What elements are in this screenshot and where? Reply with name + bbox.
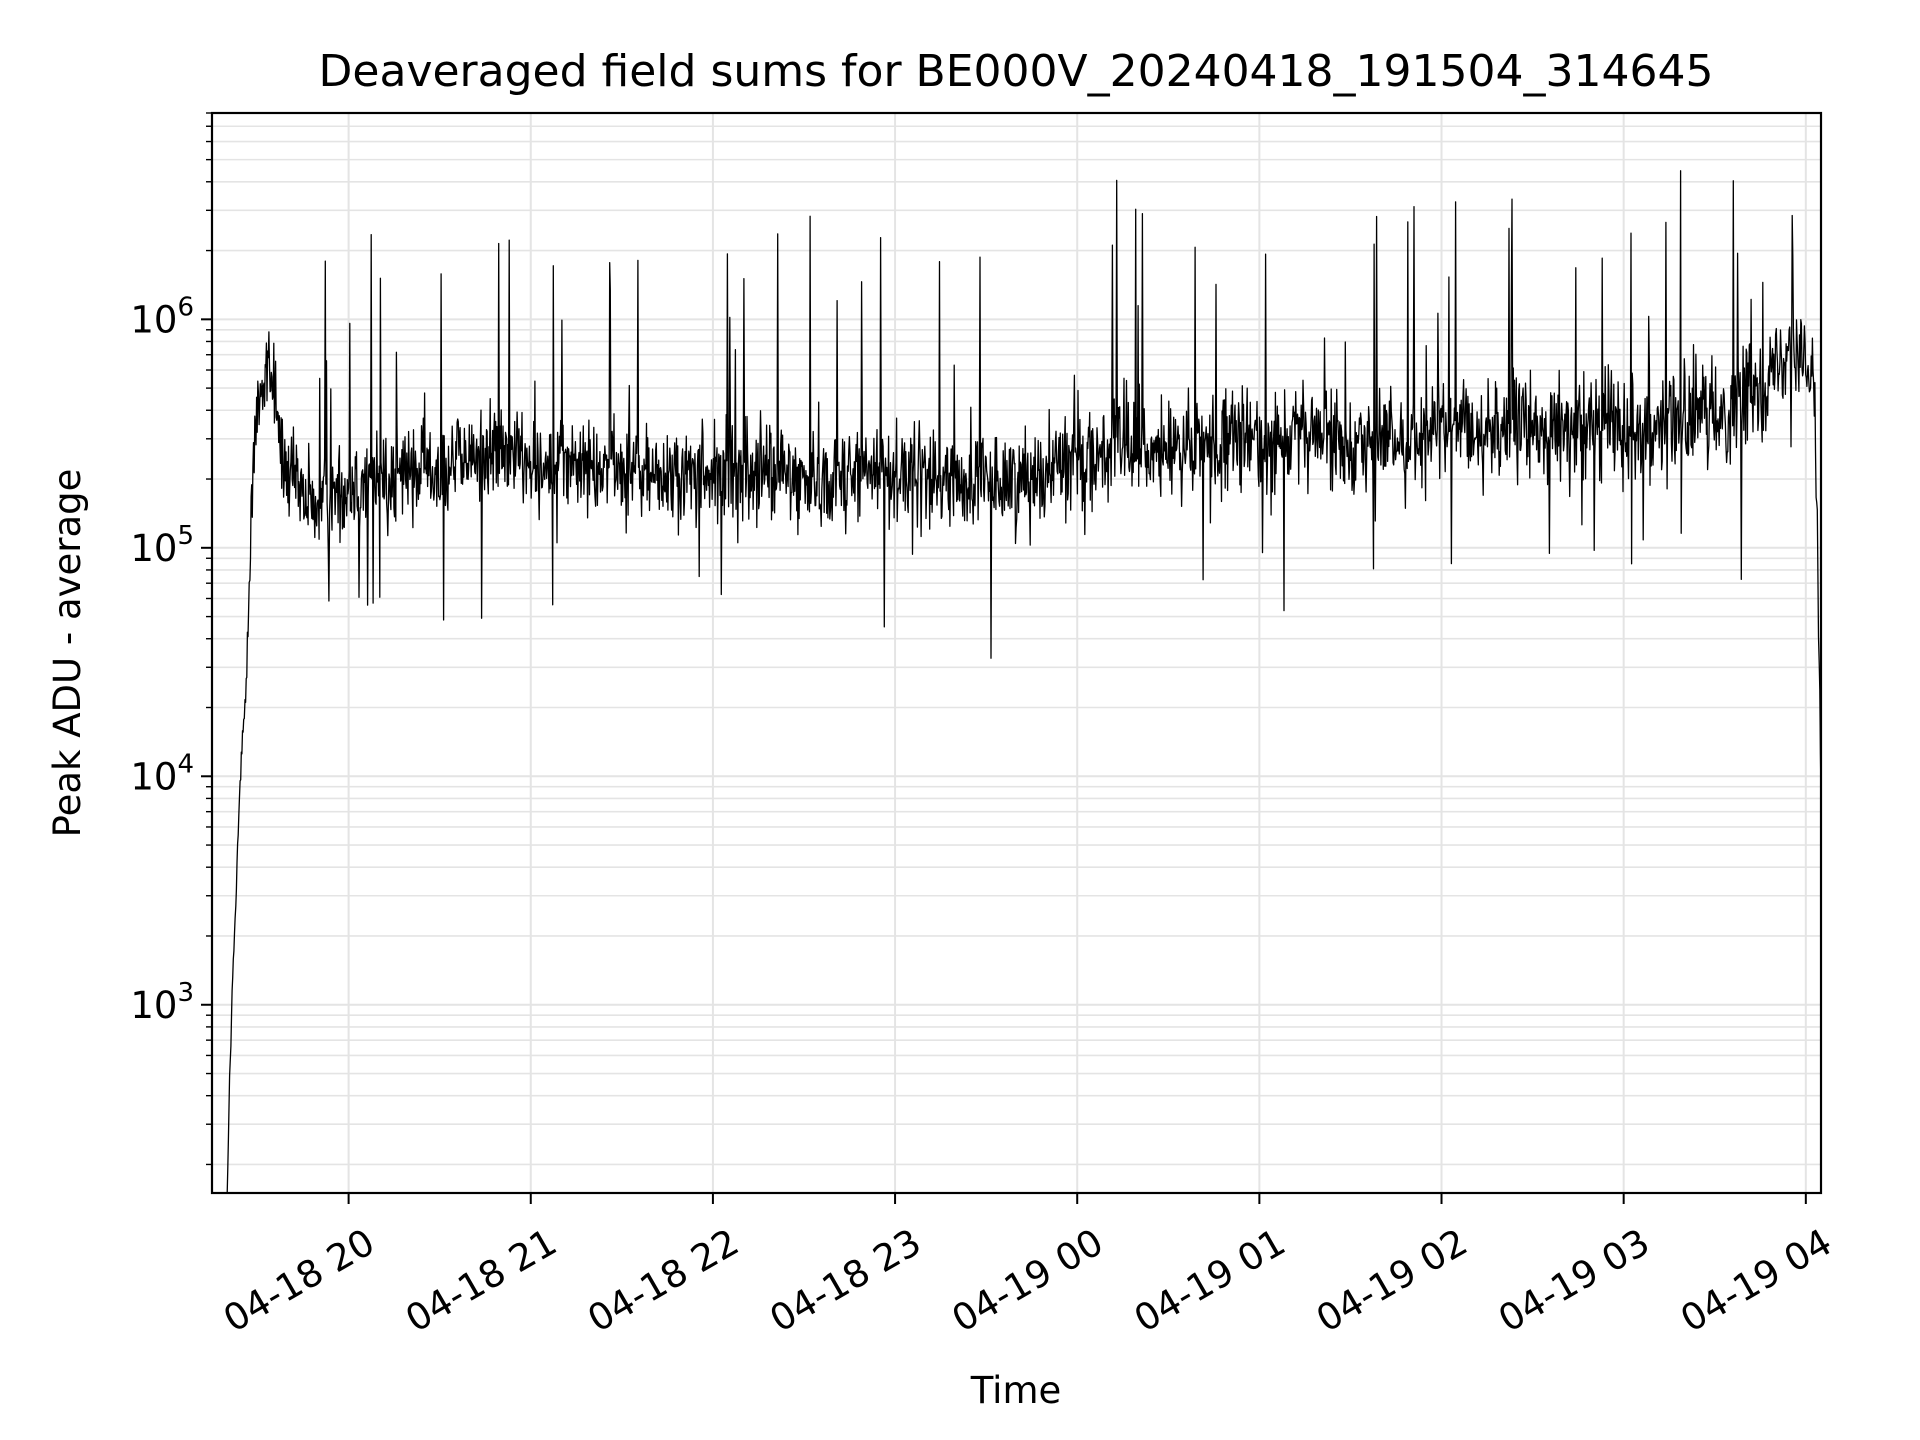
y-tick-exponent: 5 (177, 521, 194, 551)
y-tick-base: 10 (130, 527, 177, 570)
y-tick-label: 106 (130, 292, 194, 341)
chart-title: Deaveraged field sums for BE000V_2024041… (319, 46, 1714, 97)
y-tick-base: 10 (130, 755, 177, 798)
y-tick-base: 10 (130, 298, 177, 341)
y-tick-base: 10 (130, 984, 177, 1027)
grid (212, 112, 1821, 1193)
series-line (226, 170, 1822, 1194)
plot-frame (210, 111, 1823, 1195)
y-axis-label: Peak ADU - average (46, 469, 89, 838)
y-tick-label: 103 (130, 978, 194, 1027)
y-tick-exponent: 3 (177, 978, 194, 1008)
x-axis-label: Time (970, 1369, 1062, 1412)
y-tick-exponent: 6 (177, 292, 194, 322)
y-tick-label: 104 (130, 749, 194, 798)
y-tick-exponent: 4 (177, 749, 194, 779)
y-tick-label: 105 (130, 521, 194, 570)
